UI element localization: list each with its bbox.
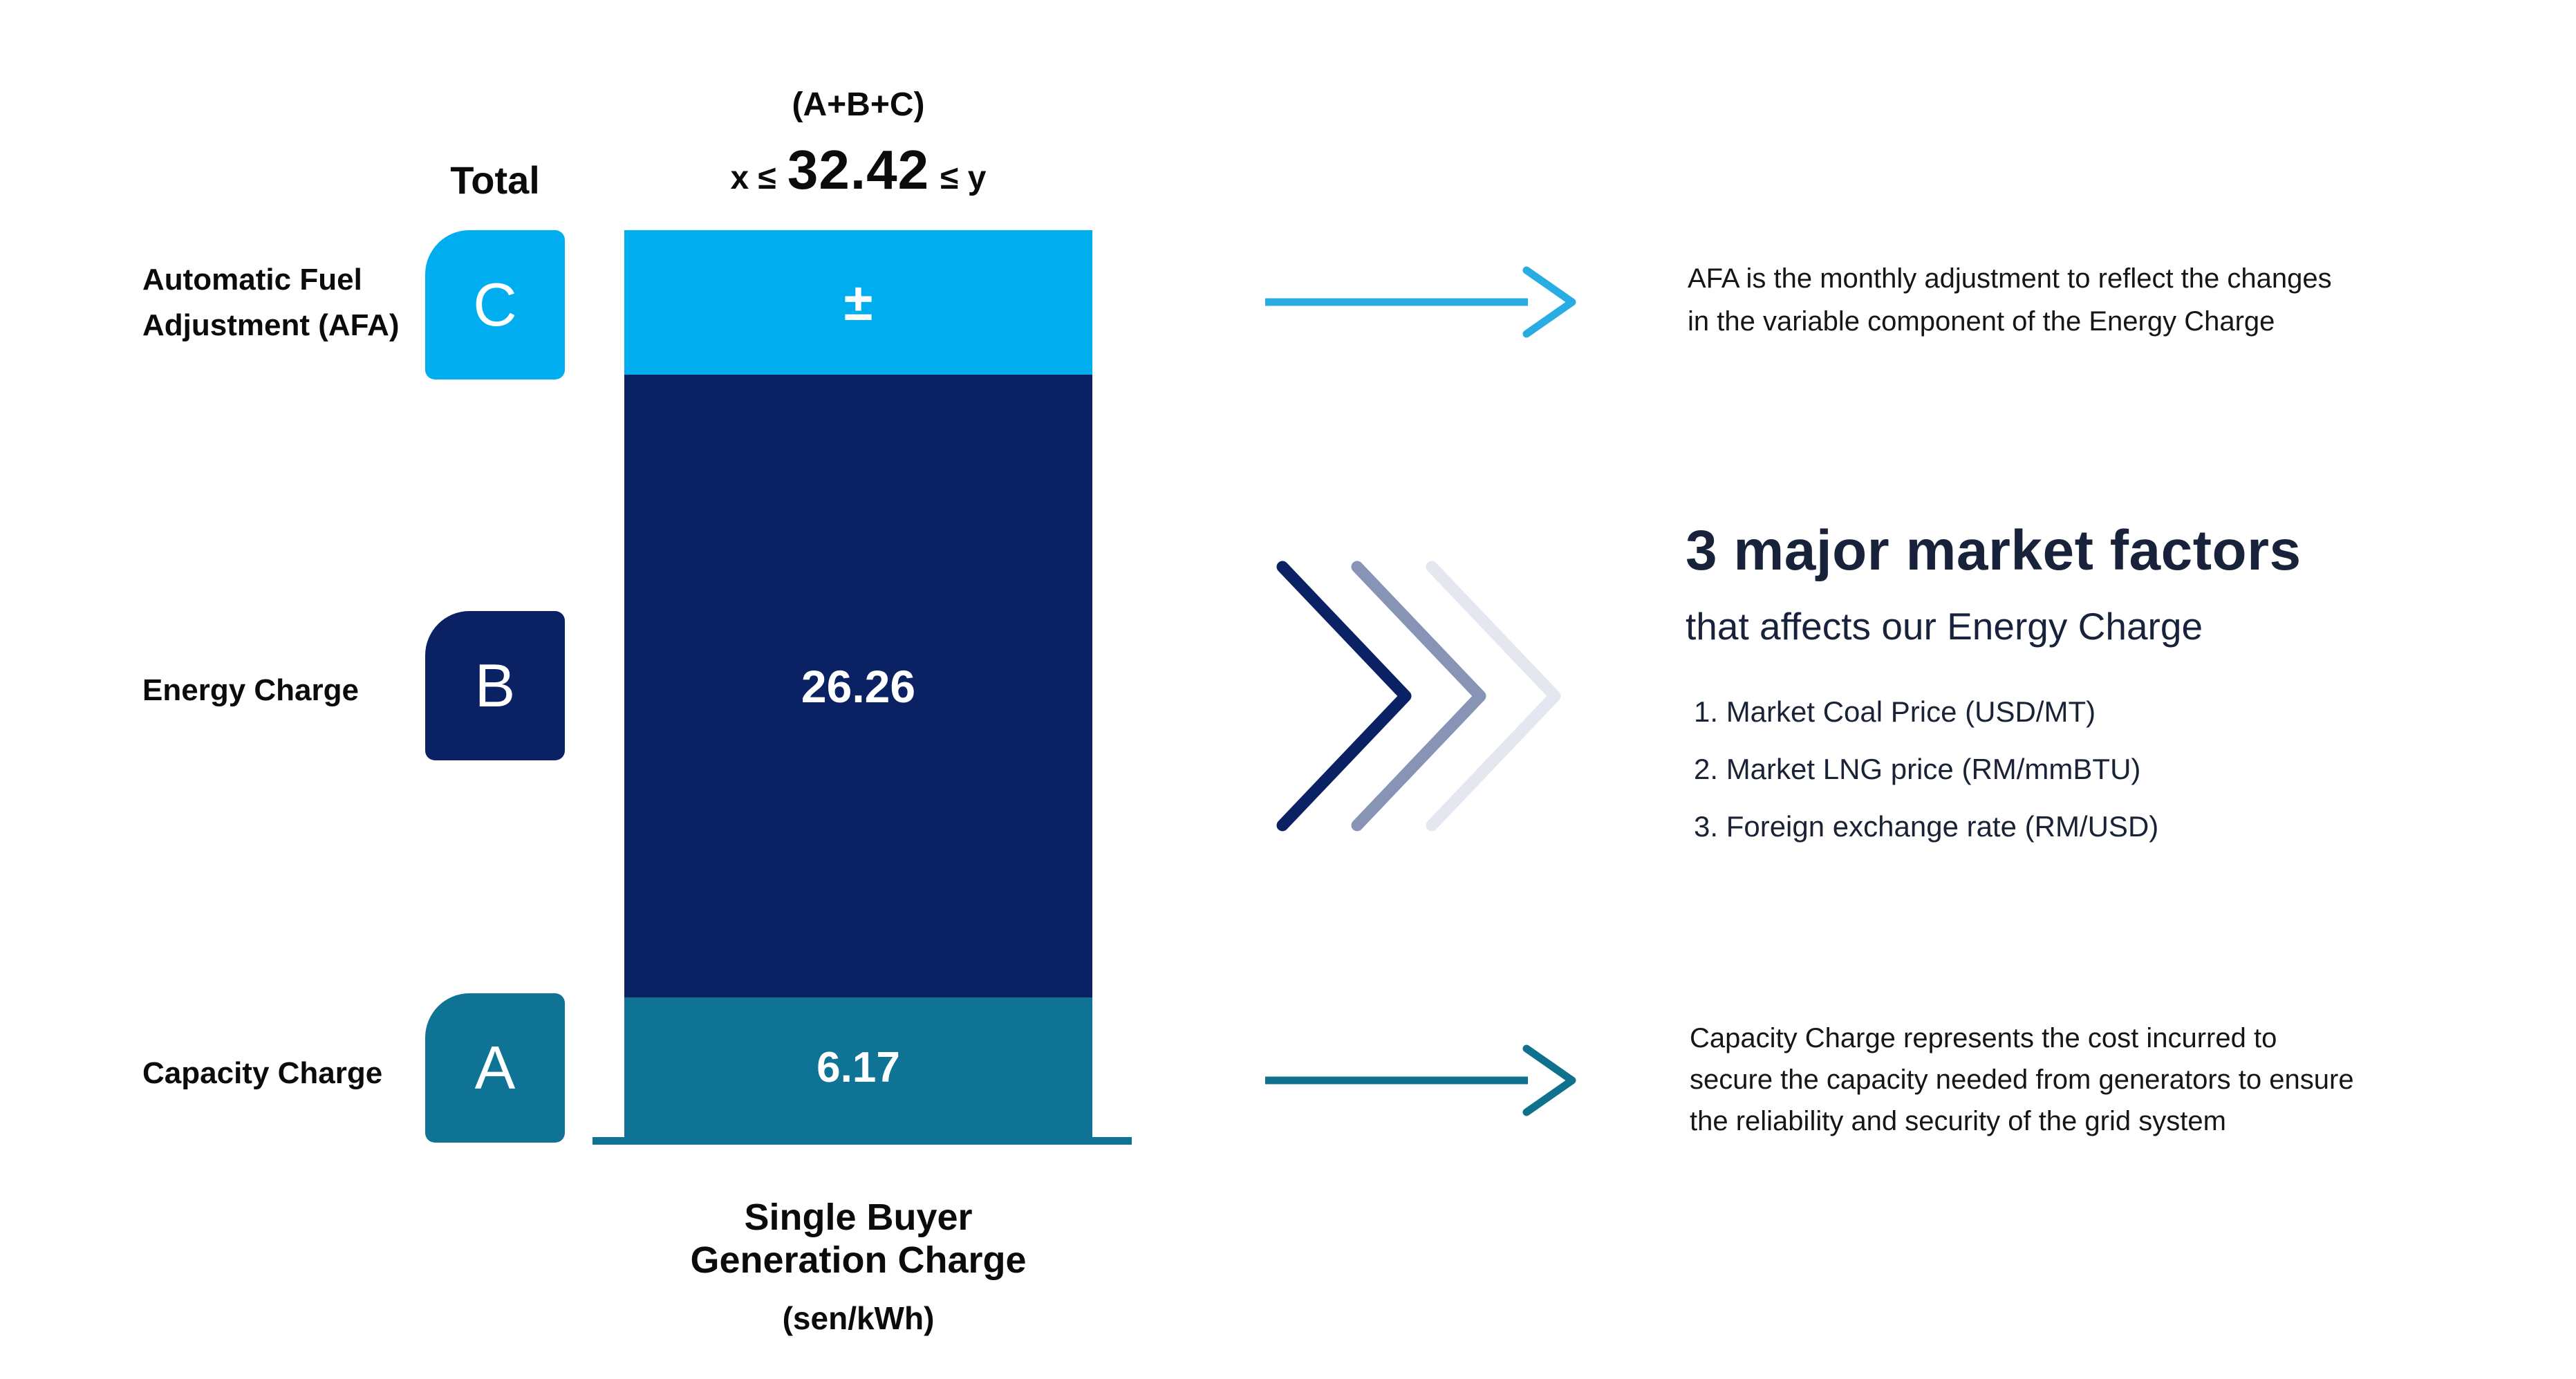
total-range-formula: x ≤ 32.42 ≤ y (624, 138, 1092, 202)
x-axis-label-line2: Generation Charge (690, 1239, 1027, 1281)
upper-bound-label: ≤ y (940, 160, 987, 196)
bar-segment-energy-charge: 26.26 (624, 375, 1092, 997)
afa-description-line2: in the variable component of the Energy … (1688, 306, 2275, 337)
capacity-description-line2: secure the capacity needed from generato… (1690, 1064, 2354, 1095)
bar-segment-capacity-charge-value: 6.17 (816, 1043, 900, 1091)
row-label-afa: Automatic Fuel Adjustment (AFA) (142, 257, 400, 348)
afa-description: AFA is the monthly adjustment to reflect… (1688, 257, 2332, 343)
x-axis-label-line1: Single Buyer (744, 1197, 973, 1238)
factors-subheading: that affects our Energy Charge (1686, 605, 2203, 648)
factors-heading: 3 major market factors (1686, 519, 2302, 582)
afa-arrow-right-icon (1265, 266, 1576, 338)
chevron-3-light (1426, 561, 1561, 832)
row-label-energy-charge: Energy Charge (142, 673, 359, 707)
x-axis-label: Single Buyer Generation Charge (555, 1196, 1161, 1282)
factor-item-2: 2. Market LNG price (RM/mmBTU) (1694, 753, 2141, 785)
triple-chevron-right-icon (1276, 561, 1561, 832)
bar-segment-energy-charge-value: 26.26 (801, 660, 916, 712)
bar-segment-afa: ± (624, 230, 1092, 375)
x-axis-unit: (sen/kWh) (782, 1300, 935, 1336)
total-value: 32.42 (787, 139, 930, 200)
bar-segment-capacity-charge: 6.17 (624, 997, 1092, 1137)
badge-c: C (425, 230, 565, 379)
capacity-description-line1: Capacity Charge represents the cost incu… (1690, 1023, 2277, 1053)
capacity-description-line3: the reliability and security of the grid… (1690, 1106, 2226, 1136)
badge-b: B (425, 611, 565, 760)
factors-list: 1. Market Coal Price (USD/MT) 2. Market … (1694, 697, 2158, 869)
badge-a: A (425, 993, 565, 1143)
total-column-header: Total (450, 158, 540, 202)
afa-description-line1: AFA is the monthly adjustment to reflect… (1688, 263, 2332, 294)
row-label-afa-line1: Automatic Fuel (142, 263, 362, 297)
capacity-arrow-right-icon (1265, 1044, 1576, 1116)
factor-item-1: 1. Market Coal Price (USD/MT) (1694, 695, 2096, 728)
chevron-1-navy (1276, 561, 1412, 832)
factor-item-3: 3. Foreign exchange rate (RM/USD) (1694, 810, 2159, 843)
lower-bound-label: x ≤ (730, 160, 776, 196)
row-label-afa-line2: Adjustment (AFA) (142, 308, 400, 342)
bar-segment-afa-value: ± (843, 273, 873, 332)
stacked-bar: ± 26.26 6.17 (624, 230, 1092, 1137)
row-label-capacity-charge: Capacity Charge (142, 1056, 383, 1090)
bar-baseline (592, 1137, 1132, 1145)
sum-components-label: (A+B+C) (792, 86, 925, 123)
chevron-2-mid (1351, 561, 1486, 832)
capacity-description: Capacity Charge represents the cost incu… (1690, 1017, 2354, 1142)
